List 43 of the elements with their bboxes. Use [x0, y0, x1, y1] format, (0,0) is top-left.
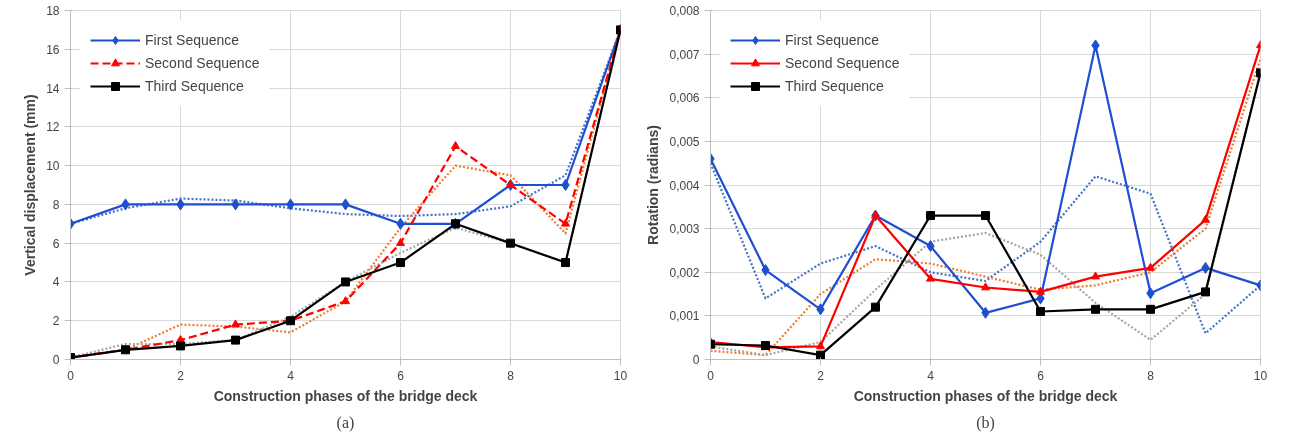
- y-tick-label: 4: [52, 275, 60, 290]
- x-tick-label: 2: [177, 368, 185, 383]
- y-tick-label: 0,008: [669, 4, 700, 18]
- y-tick-label: 6: [52, 236, 60, 251]
- x-tick-label: 8: [507, 368, 515, 383]
- x-tick-label: 4: [927, 368, 935, 383]
- y-tick-label: 0: [52, 353, 60, 367]
- y-tick-label: 0,002: [669, 265, 700, 280]
- y-tick-label: 8: [52, 197, 60, 212]
- x-axis-title: Construction phases of the bridge deck: [213, 387, 478, 404]
- x-tick-label: 10: [1253, 368, 1268, 383]
- x-tick-label: 0: [707, 368, 715, 383]
- legend-label: First Sequence: [785, 32, 880, 48]
- legend-label: Third Sequence: [145, 78, 244, 94]
- x-tick-label: 4: [287, 368, 295, 383]
- x-tick-label: 8: [1147, 368, 1155, 383]
- y-tick-label: 0,003: [669, 222, 700, 237]
- x-tick-label: 6: [1037, 368, 1045, 383]
- x-tick-label: 10: [613, 368, 628, 383]
- y-tick-label: 12: [46, 120, 60, 135]
- y-tick-label: 16: [46, 42, 60, 57]
- y-tick-label: 0,001: [669, 309, 700, 324]
- y-tick-label: 0: [692, 353, 700, 367]
- x-tick-label: 2: [817, 368, 825, 383]
- x-tick-label: 6: [397, 368, 405, 383]
- text: (a): [336, 413, 355, 432]
- y-tick-label: 10: [46, 159, 60, 174]
- legend-label: Second Sequence: [785, 55, 900, 71]
- legend-label: First Sequence: [145, 32, 240, 48]
- y-tick-label: 0,007: [669, 47, 700, 62]
- x-tick-label: 0: [67, 368, 75, 383]
- y-tick-label: 2: [52, 314, 60, 329]
- y-tick-label: 0,005: [669, 134, 700, 149]
- legend-label: Second Sequence: [145, 55, 260, 71]
- text: (b): [976, 413, 995, 432]
- y-tick-label: 14: [46, 81, 60, 96]
- y-tick-label: 0,004: [669, 178, 700, 193]
- legend-label: Third Sequence: [785, 78, 884, 94]
- y-axis-title: Vertical displacement (mm): [22, 94, 39, 276]
- x-axis-title: Construction phases of the bridge deck: [853, 387, 1118, 404]
- y-tick-label: 18: [46, 4, 60, 18]
- y-tick-label: 0,006: [669, 91, 700, 106]
- y-axis-title: Rotation (radians): [645, 125, 662, 245]
